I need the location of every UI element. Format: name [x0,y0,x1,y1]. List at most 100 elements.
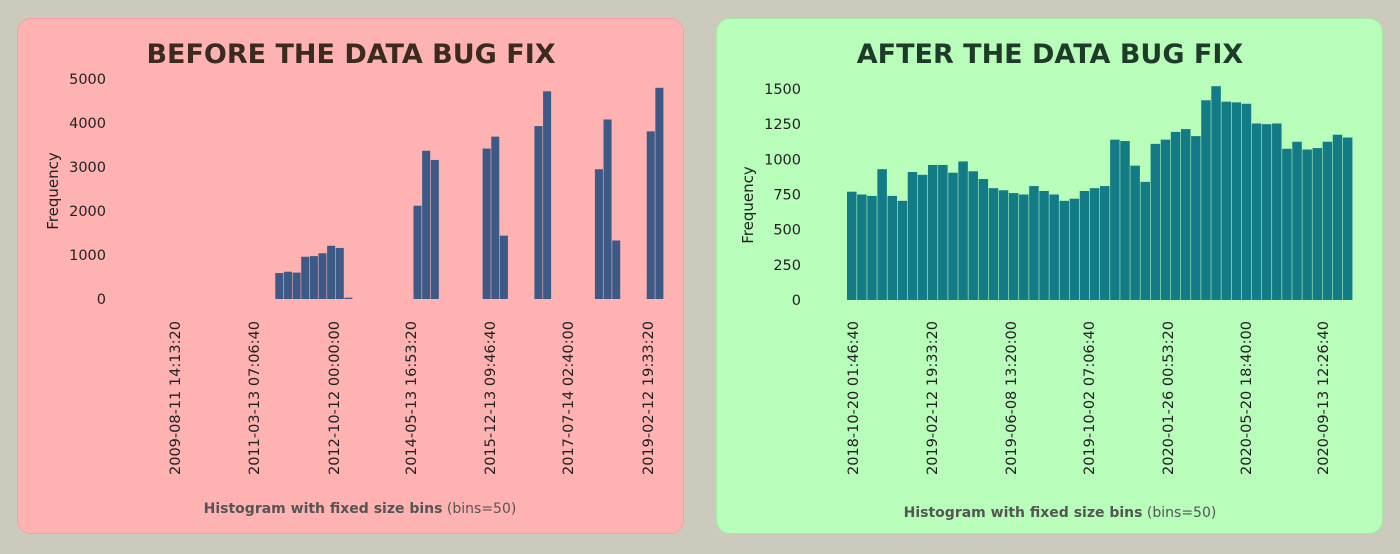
histogram-bar [594,169,603,299]
histogram-bar [1322,141,1333,300]
y-tick-label: 4000 [69,116,106,132]
x-tick-label: 2020-09-13 12:26:40 [1316,321,1332,475]
histogram-bar [275,273,284,299]
y-tick-label: 3000 [69,160,106,176]
histogram-bar [1272,123,1282,301]
histogram-bar [998,190,1009,300]
histogram-bar [1039,190,1049,300]
histogram-bar [857,194,867,300]
x-tick-label: 2019-10-02 07:06:40 [1082,321,1098,475]
y-tick-label: 2000 [69,204,106,220]
histogram-bar [318,253,327,299]
histogram-bar [1201,100,1211,300]
x-axis-caption: Histogram with fixed size bins (bins=50) [904,505,1217,521]
y-axis-label: Frequency [739,166,757,244]
caption-rest: (bins=50) [1142,505,1216,521]
x-tick-label: 2020-05-20 18:40:00 [1239,321,1255,475]
x-tick-label: 2009-08-11 14:13:20 [168,321,184,475]
y-tick-label: 1250 [764,117,801,133]
y-tick-label: 1500 [764,82,801,98]
histogram-bar [1130,165,1140,300]
histogram-bar [1241,103,1252,301]
x-tick-label: 2012-10-12 00:00:00 [327,321,343,475]
histogram-bar [847,191,857,300]
histogram-bar [988,188,999,300]
histogram-bar [1221,101,1231,300]
histogram-bar [344,297,353,299]
x-tick-label: 2011-03-13 07:06:40 [247,321,263,475]
histogram-bar [877,169,887,300]
histogram-bar [1312,148,1323,300]
histogram-bar [1140,181,1150,300]
histogram-bar [948,172,958,300]
y-tick-label: 1000 [764,152,801,168]
y-axis-label: Frequency [44,152,62,230]
histogram-bar [1261,124,1272,300]
y-tick-label: 250 [773,258,801,274]
histogram-bar [1191,136,1201,300]
histogram-bar [309,256,318,299]
histogram-bar [1231,102,1242,300]
caption-rest: (bins=50) [442,501,516,517]
histogram-bar [897,200,908,300]
histogram-bar [867,195,877,300]
histogram-bar [1019,194,1029,300]
bar-group [847,86,1353,301]
histogram-bar [612,240,621,299]
panel-after-fix: AFTER THE DATA BUG FIX Frequency 0 250 500… [716,18,1383,534]
histogram-bar [1079,190,1090,300]
x-tick-label: 2019-02-12 19:33:20 [925,321,941,475]
histogram-bar [1059,200,1070,300]
panel-before-fix: BEFORE THE DATA BUG FIX Frequency 0 1000 2… [17,18,684,534]
histogram-bar [1008,193,1019,300]
x-tick-label: 2018-10-20 01:46:40 [846,321,862,475]
y-tick-labels: 0 1000 2000 3000 4000 5000 [69,72,106,308]
histogram-bar [927,164,938,300]
histogram-bar [1029,186,1039,300]
histogram-bar [482,148,491,299]
histogram-bar [1251,123,1262,301]
histogram-bar [1292,141,1302,300]
histogram-bar [958,161,968,300]
histogram-bar [887,195,897,300]
x-tick-label: 2017-07-14 02:40:00 [561,321,577,475]
chart-title: BEFORE THE DATA BUG FIX [146,39,555,70]
x-tick-label: 2014-05-13 16:53:20 [404,321,420,475]
histogram-bar [301,256,310,299]
histogram-bar [1211,86,1221,300]
histogram-bar [1089,188,1100,300]
histogram-bar [1100,186,1110,300]
histogram-bar [917,174,928,300]
chart-title: AFTER THE DATA BUG FIX [857,39,1244,70]
histogram-bar [430,159,439,299]
chart-after-fix: AFTER THE DATA BUG FIX Frequency 0 250 500… [739,39,1353,521]
histogram-bar [1302,149,1312,300]
histogram-bar [968,171,978,300]
chart-before-fix: BEFORE THE DATA BUG FIX Frequency 0 1000 2… [44,39,664,517]
x-tick-label: 2019-06-08 13:20:00 [1004,321,1020,475]
histogram-bar [1160,139,1171,300]
histogram-bar [978,179,989,300]
histogram-bar [646,131,655,299]
histogram-bar [1170,131,1181,300]
histogram-bar [543,91,552,299]
caption-bold: Histogram with fixed size bins [204,501,443,517]
x-tick-labels: 2009-08-11 14:13:20 2011-03-13 07:06:40 20… [168,321,657,475]
caption-bold: Histogram with fixed size bins [904,505,1143,521]
histogram-bar [655,87,664,299]
y-tick-labels: 0 250 500 750 1000 1250 1500 [764,82,801,309]
y-tick-label: 500 [773,223,801,239]
histogram-bar [499,235,508,299]
histogram-bar [422,150,431,299]
histogram-bar [292,272,301,299]
histogram-bar [335,247,344,299]
histogram-bar [491,136,500,299]
histogram-bar [1342,137,1353,300]
x-tick-label: 2015-12-13 09:46:40 [483,321,499,475]
x-axis-caption: Histogram with fixed size bins (bins=50) [204,501,517,517]
y-tick-label: 1000 [69,248,106,264]
histogram-bar [907,171,918,300]
histogram-bar [1150,143,1161,300]
histogram-bar [534,126,543,299]
histogram-bar [603,119,612,299]
